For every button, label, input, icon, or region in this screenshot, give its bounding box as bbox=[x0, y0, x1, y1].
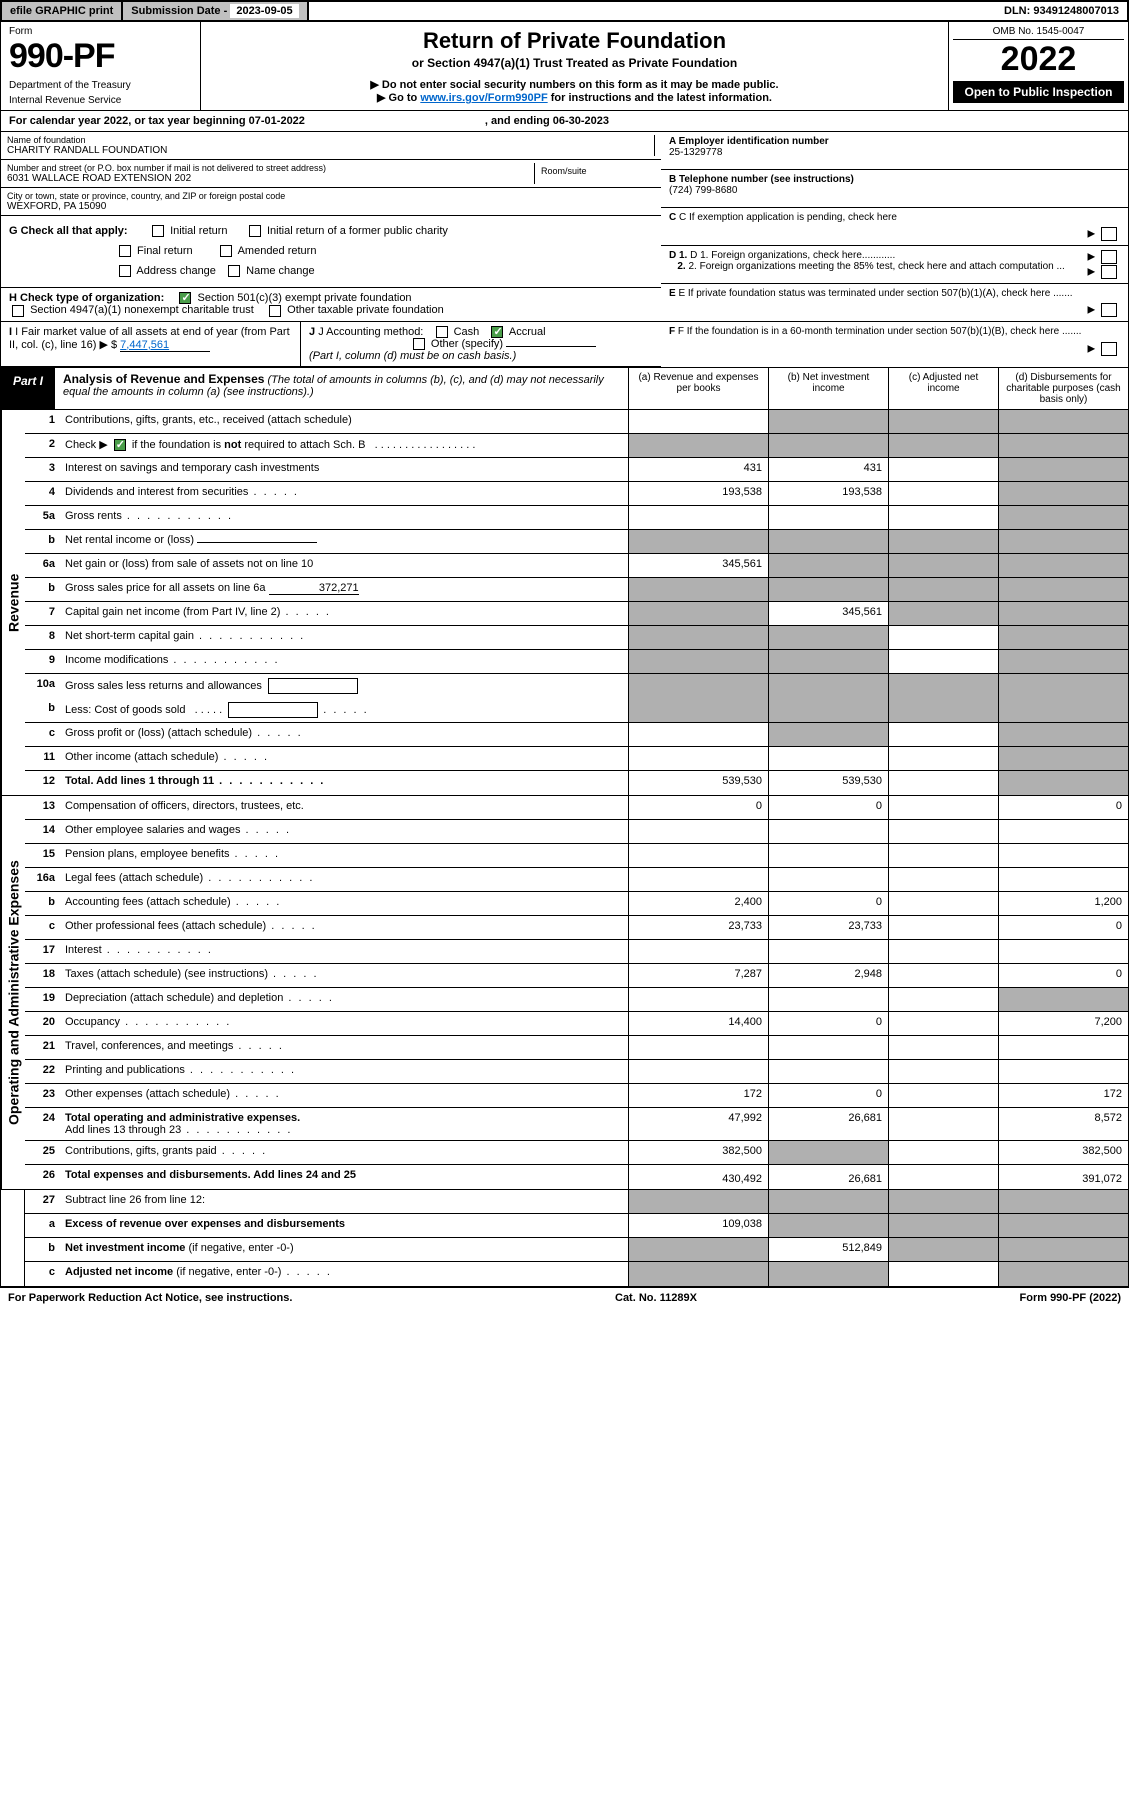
revenue-table: Revenue 1Contributions, gifts, grants, e… bbox=[0, 410, 1129, 796]
g-row: G Check all that apply: Initial return I… bbox=[1, 216, 661, 288]
part1-label: Part I bbox=[1, 368, 55, 409]
chk-namechange[interactable] bbox=[228, 265, 240, 277]
chk-final[interactable] bbox=[119, 245, 131, 257]
year: 2022 bbox=[953, 40, 1124, 79]
d-cell: D 1. D 1. Foreign organizations, check h… bbox=[661, 246, 1128, 284]
chk-amended[interactable] bbox=[220, 245, 232, 257]
col-headers: (a) Revenue and expenses per books (b) N… bbox=[628, 368, 1128, 409]
city-cell: City or town, state or province, country… bbox=[1, 188, 661, 216]
addr: 6031 WALLACE ROAD EXTENSION 202 bbox=[7, 173, 534, 184]
chk-d1[interactable] bbox=[1101, 250, 1117, 264]
submission-label: Submission Date - 2023-09-05 bbox=[123, 2, 308, 20]
header-right: OMB No. 1545-0047 2022 Open to Public In… bbox=[948, 22, 1128, 110]
dln: DLN: 93491248007013 bbox=[996, 2, 1127, 20]
footer: For Paperwork Reduction Act Notice, see … bbox=[0, 1287, 1129, 1308]
ein: 25-1329778 bbox=[669, 147, 722, 158]
foundation-name: CHARITY RANDALL FOUNDATION bbox=[7, 145, 654, 156]
efile-label[interactable]: efile GRAPHIC print bbox=[2, 2, 123, 20]
top-bar: efile GRAPHIC print Submission Date - 20… bbox=[0, 0, 1129, 22]
room-label: Room/suite bbox=[535, 163, 655, 184]
name-cell: Name of foundation CHARITY RANDALL FOUND… bbox=[1, 132, 661, 160]
chk-initial-former[interactable] bbox=[249, 225, 261, 237]
chk-other-tax[interactable] bbox=[269, 305, 281, 317]
chk-accrual[interactable] bbox=[491, 326, 503, 338]
e-cell: E E If private foundation status was ter… bbox=[661, 284, 1128, 322]
info-section: Name of foundation CHARITY RANDALL FOUND… bbox=[0, 132, 1129, 368]
info-right: A Employer identification number 25-1329… bbox=[661, 132, 1128, 367]
city-label: City or town, state or province, country… bbox=[7, 191, 655, 201]
f-cell: F F If the foundation is in a 60-month t… bbox=[661, 322, 1128, 360]
dept: Department of the Treasury bbox=[9, 80, 192, 91]
header-left: Form 990-PF Department of the Treasury I… bbox=[1, 22, 201, 110]
submission-date: 2023-09-05 bbox=[230, 4, 298, 18]
header-row: Form 990-PF Department of the Treasury I… bbox=[0, 22, 1129, 111]
form-number: 990-PF bbox=[9, 37, 192, 76]
chk-501c3[interactable] bbox=[179, 292, 191, 304]
b-cell: B Telephone number (see instructions) (7… bbox=[661, 170, 1128, 208]
col-a: (a) Revenue and expenses per books bbox=[628, 368, 768, 409]
footer-left: For Paperwork Reduction Act Notice, see … bbox=[8, 1292, 292, 1304]
header-mid: Return of Private Foundation or Section … bbox=[201, 22, 948, 110]
chk-addrchange[interactable] bbox=[119, 265, 131, 277]
chk-d2[interactable] bbox=[1101, 265, 1117, 279]
chk-other-method[interactable] bbox=[413, 338, 425, 350]
revenue-side: Revenue bbox=[1, 410, 25, 795]
irs-link[interactable]: www.irs.gov/Form990PF bbox=[420, 92, 547, 104]
j-cell: J J Accounting method: Cash Accrual Othe… bbox=[301, 322, 661, 366]
phone: (724) 799-8680 bbox=[669, 185, 737, 196]
chk-f[interactable] bbox=[1101, 342, 1117, 356]
addr-label: Number and street (or P.O. box number if… bbox=[7, 163, 534, 173]
form-label: Form bbox=[9, 26, 192, 37]
ij-row: I I Fair market value of all assets at e… bbox=[1, 322, 661, 367]
part1-header: Part I Analysis of Revenue and Expenses … bbox=[0, 368, 1129, 410]
chk-initial[interactable] bbox=[152, 225, 164, 237]
name-label: Name of foundation bbox=[7, 135, 654, 145]
info-left: Name of foundation CHARITY RANDALL FOUND… bbox=[1, 132, 661, 367]
col-c: (c) Adjusted net income bbox=[888, 368, 998, 409]
summary-table: 27Subtract line 26 from line 12: aExcess… bbox=[0, 1190, 1129, 1287]
open-inspection: Open to Public Inspection bbox=[953, 81, 1124, 103]
i-cell: I I Fair market value of all assets at e… bbox=[1, 322, 301, 366]
addr-cell: Number and street (or P.O. box number if… bbox=[1, 160, 661, 188]
col-b: (b) Net investment income bbox=[768, 368, 888, 409]
h-row: H Check type of organization: Section 50… bbox=[1, 288, 661, 321]
expense-table: Operating and Administrative Expenses 13… bbox=[0, 796, 1129, 1190]
irs: Internal Revenue Service bbox=[9, 95, 192, 106]
subtitle3: ▶ Go to www.irs.gov/Form990PF for instru… bbox=[207, 91, 942, 104]
chk-c[interactable] bbox=[1101, 227, 1117, 241]
c-cell: C C If exemption application is pending,… bbox=[661, 208, 1128, 246]
city: WEXFORD, PA 15090 bbox=[7, 201, 655, 212]
fmv-link[interactable]: 7,447,561 bbox=[120, 339, 210, 352]
chk-cash[interactable] bbox=[436, 326, 448, 338]
cal-end: , and ending 06-30-2023 bbox=[485, 115, 609, 127]
a-cell: A Employer identification number 25-1329… bbox=[661, 132, 1128, 170]
form-title: Return of Private Foundation bbox=[207, 28, 942, 54]
chk-e[interactable] bbox=[1101, 303, 1117, 317]
j-note: (Part I, column (d) must be on cash basi… bbox=[309, 350, 516, 362]
chk-schb[interactable] bbox=[114, 439, 126, 451]
subtitle2: ▶ Do not enter social security numbers o… bbox=[207, 78, 942, 91]
calendar-row: For calendar year 2022, or tax year begi… bbox=[0, 111, 1129, 132]
footer-mid: Cat. No. 11289X bbox=[615, 1292, 697, 1304]
expense-side: Operating and Administrative Expenses bbox=[1, 796, 25, 1189]
part1-desc: Analysis of Revenue and Expenses (The to… bbox=[55, 368, 628, 409]
footer-right: Form 990-PF (2022) bbox=[1020, 1292, 1122, 1304]
subtitle1: or Section 4947(a)(1) Trust Treated as P… bbox=[207, 56, 942, 70]
omb: OMB No. 1545-0047 bbox=[953, 26, 1124, 40]
col-d: (d) Disbursements for charitable purpose… bbox=[998, 368, 1128, 409]
cal-begin: For calendar year 2022, or tax year begi… bbox=[9, 115, 305, 127]
chk-4947[interactable] bbox=[12, 305, 24, 317]
